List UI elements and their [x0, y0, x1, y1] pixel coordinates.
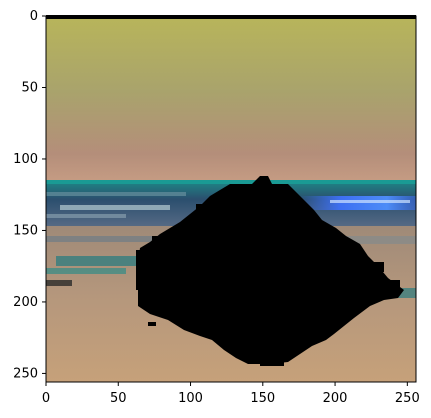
top-border	[46, 15, 416, 19]
wave-streak	[330, 200, 410, 203]
y-tick-label: 100	[13, 152, 38, 167]
x-tick-label: 100	[178, 391, 203, 406]
rock-step	[260, 360, 284, 366]
y-tick-label: 150	[13, 223, 38, 238]
wave-streak	[60, 205, 170, 210]
rock-step	[228, 186, 238, 194]
horizon-line	[46, 180, 416, 184]
x-axis: 0 50 100 150 200 250	[42, 382, 420, 406]
beach-image	[46, 16, 416, 382]
y-tick-label: 50	[21, 80, 38, 95]
shallow-water	[56, 256, 146, 266]
rock-step	[196, 204, 206, 212]
shallow-water	[340, 236, 416, 244]
x-tick-label: 150	[250, 391, 275, 406]
wave-streak	[46, 214, 126, 218]
rock-step	[148, 322, 156, 326]
y-tick-label: 250	[13, 366, 38, 381]
shallow-water	[46, 236, 166, 242]
rock-step	[370, 262, 384, 272]
sky	[46, 16, 416, 184]
x-tick-label: 50	[110, 391, 127, 406]
sand-shadow	[46, 280, 72, 286]
x-tick-label: 250	[395, 391, 420, 406]
x-tick-label: 200	[323, 391, 348, 406]
y-tick-label: 200	[13, 295, 38, 310]
rock-step	[386, 280, 400, 292]
y-axis: 0 50 100 150 200 250	[13, 9, 46, 381]
rock	[138, 176, 404, 364]
wave-streak	[46, 192, 186, 196]
y-tick-label: 0	[30, 9, 38, 24]
x-tick-label: 0	[42, 391, 50, 406]
rock-step	[152, 236, 164, 244]
shallow-water	[46, 268, 126, 274]
rock-step	[136, 250, 144, 290]
